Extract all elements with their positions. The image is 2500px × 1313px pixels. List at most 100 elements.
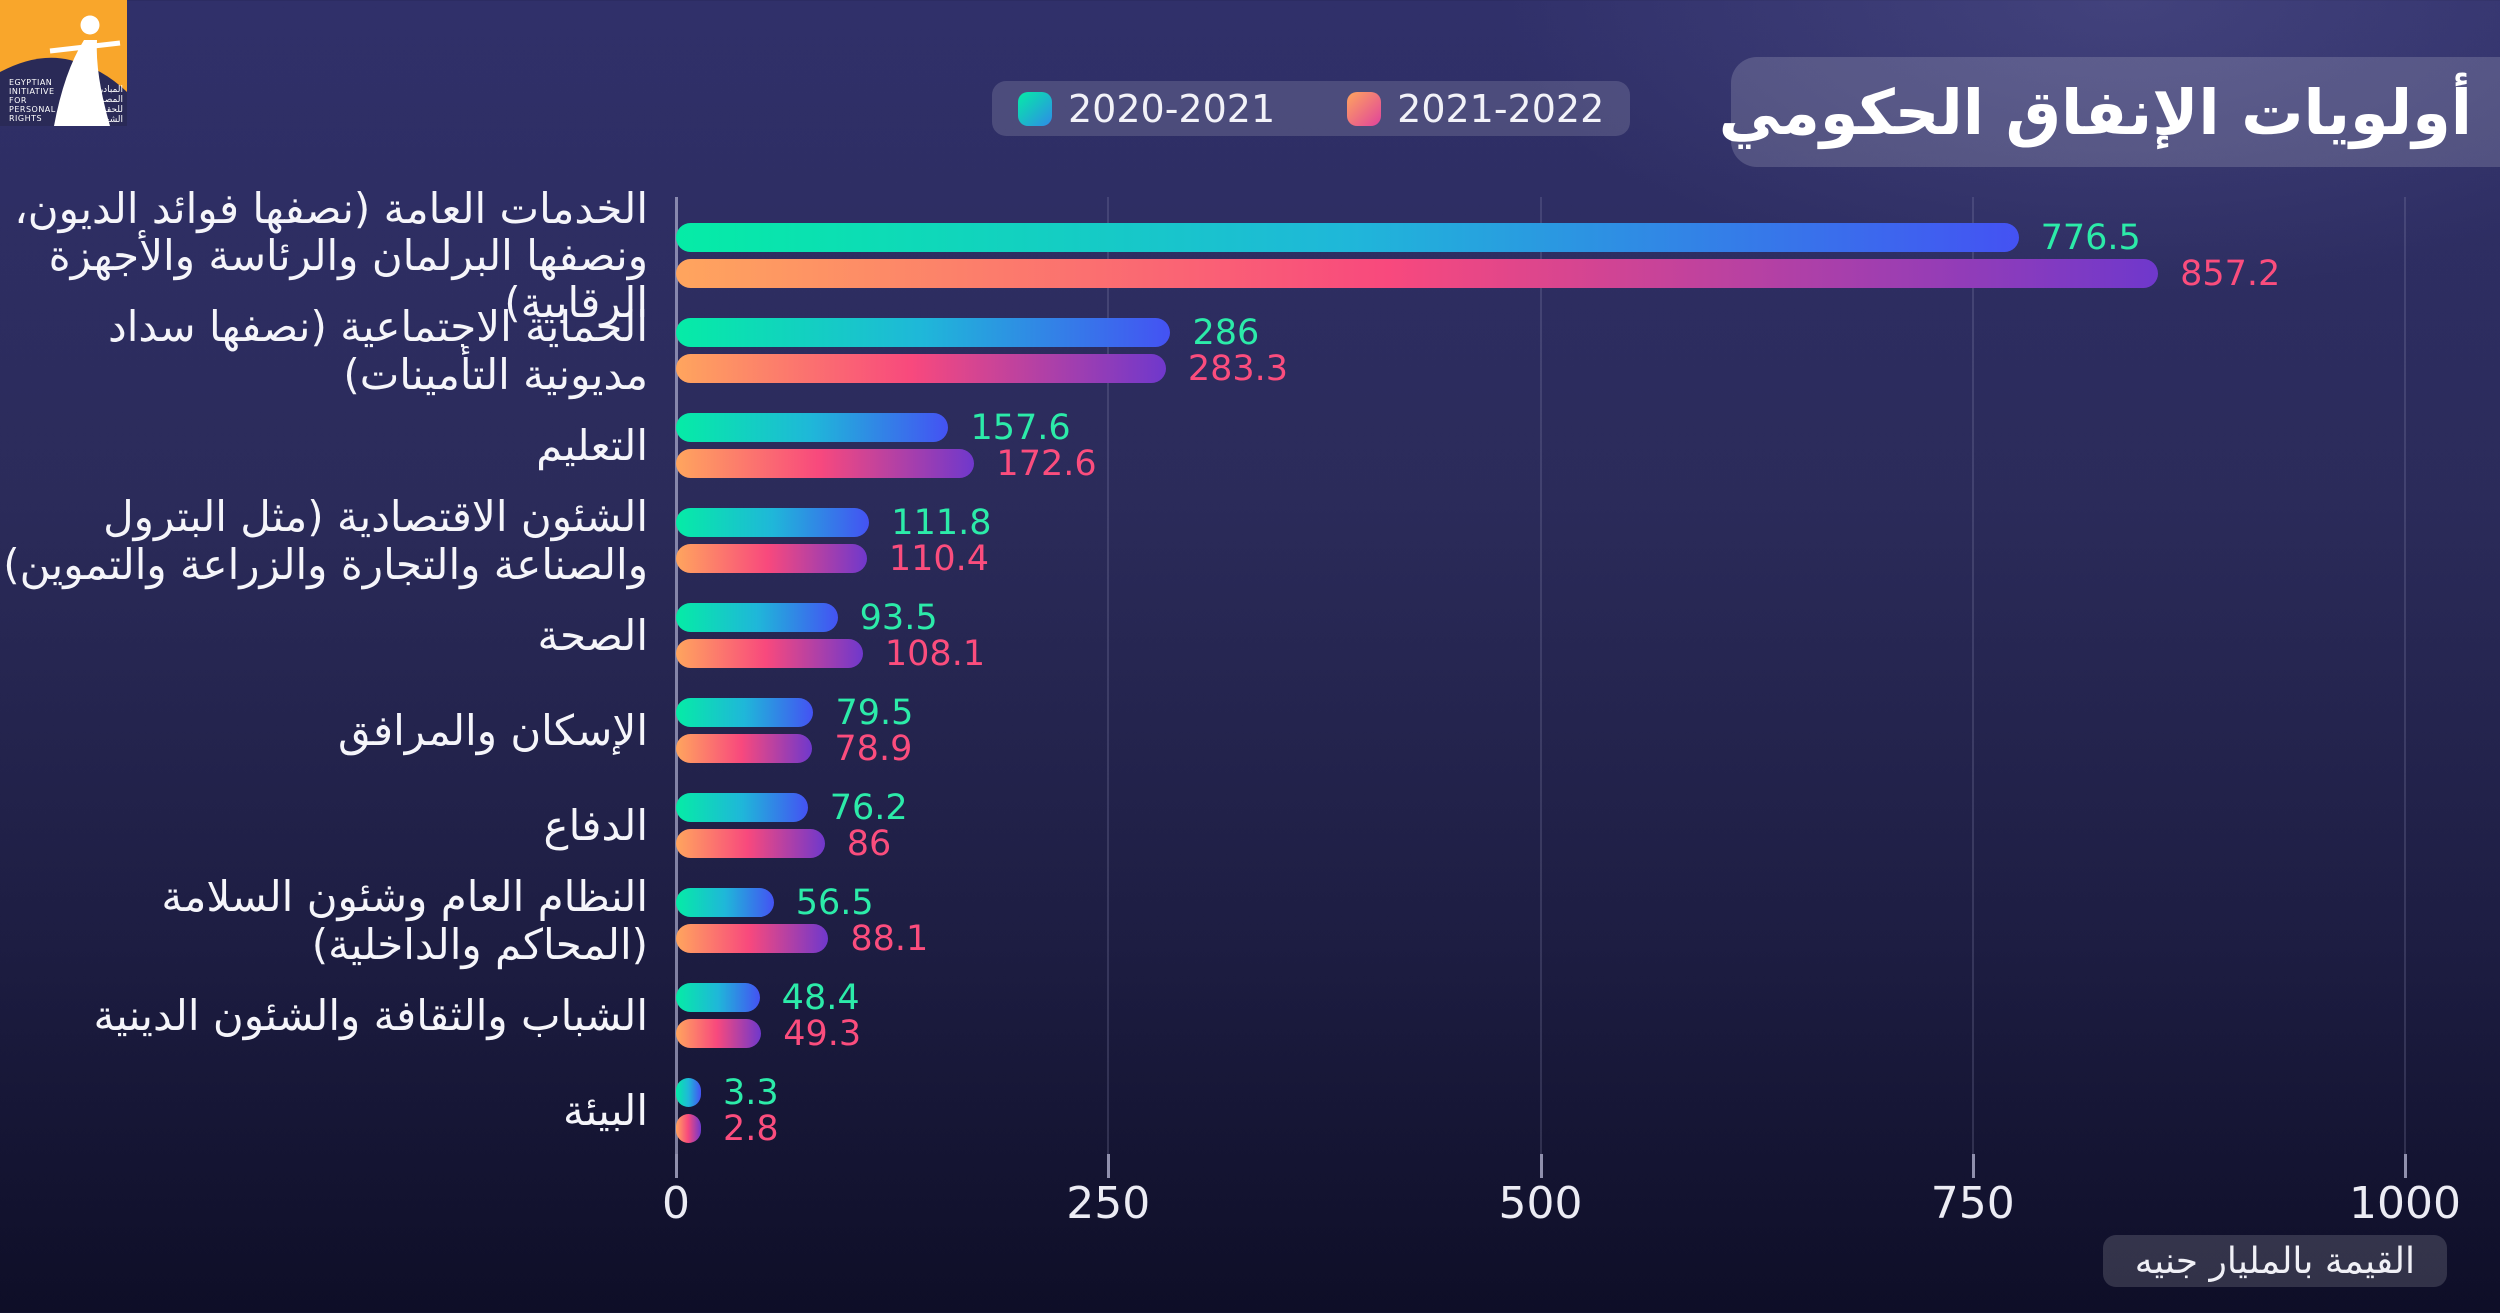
category-label-line: (المحاكم والداخلية) [311, 919, 648, 969]
bar-line: 88.1 [676, 919, 928, 959]
bar-line: 110.4 [676, 539, 992, 579]
category-label-line: الحماية الاجتماعية (نصفها سداد [107, 302, 648, 352]
legend-item-2021-2022: 2021-2022 [1347, 87, 1604, 131]
logo-head [80, 15, 100, 35]
bar-2020-2021 [676, 223, 2019, 252]
tick-mark-750 [1971, 1154, 1975, 1178]
bar-line: 86 [676, 824, 908, 864]
value-label-2020-2021: 56.5 [795, 882, 874, 923]
category-label-line: الشباب والثقافة والشئون الدينية [93, 990, 648, 1040]
bar-line: 157.6 [676, 408, 1097, 448]
category-label-line: الصحة [537, 610, 648, 660]
value-label-2020-2021: 76.2 [829, 787, 908, 828]
value-label-2020-2021: 776.5 [2040, 217, 2141, 258]
page-title: أولويات الإنفاق الحكومي [1718, 75, 2472, 149]
bar-line: 857.2 [676, 254, 2280, 294]
bar-2020-2021 [676, 413, 949, 442]
value-label-2021-2022: 86 [846, 823, 892, 864]
category-row: الشئون الاقتصادية (مثل البترول والصناعة و… [0, 493, 2500, 588]
legend: 2020-2021 2021-2022 [992, 81, 1631, 136]
category-label: النظام العام وشئون السلامة (المحاكم والدا… [0, 873, 648, 967]
bar-line: 49.3 [676, 1014, 861, 1054]
category-row: الحماية الاجتماعية (نصفها سداد مديونية ال… [0, 303, 2500, 398]
bar-2021-2022 [676, 734, 813, 763]
value-label-2021-2022: 49.3 [783, 1013, 862, 1054]
bar-chart: الخدمات العامة (نصفها فوائد الديون، ونصفه… [0, 185, 2500, 1158]
bar-2020-2021 [676, 888, 774, 917]
tick-mark-1000 [2404, 1154, 2407, 1178]
category-label-line: والصناعة والتجارة والزراعة والتموين) [3, 539, 648, 589]
bar-line: 76.2 [676, 788, 908, 828]
svg-text:الشخصية: الشخصية [89, 115, 123, 125]
category-label-line: الدفاع [543, 800, 648, 850]
bar-pair: 3.3 2.8 [676, 1073, 779, 1149]
category-label-line: النظام العام وشئون السلامة [161, 872, 648, 922]
svg-text:FOR: FOR [9, 96, 27, 105]
svg-text:INITIATIVE: INITIATIVE [9, 87, 55, 96]
category-row: الخدمات العامة (نصفها فوائد الديون، ونصفه… [0, 185, 2500, 326]
bar-2020-2021 [676, 793, 808, 822]
category-row: الصحة 93.5 108.1 [0, 588, 2500, 683]
category-label-line: الشئون الاقتصادية (مثل البترول [103, 492, 648, 542]
bar-line: 78.9 [676, 729, 913, 769]
category-label: الحماية الاجتماعية (نصفها سداد مديونية ال… [0, 303, 648, 397]
bar-2021-2022 [676, 354, 1166, 383]
category-label: الشئون الاقتصادية (مثل البترول والصناعة و… [0, 493, 648, 587]
bar-2021-2022 [676, 544, 867, 573]
bar-pair: 56.5 88.1 [676, 883, 928, 959]
value-label-2021-2022: 88.1 [850, 918, 929, 959]
category-label: الدفاع [0, 802, 648, 849]
tick-label-1000: 1000 [2349, 1178, 2461, 1229]
bar-2020-2021 [676, 1078, 701, 1107]
bar-line: 776.5 [676, 218, 2280, 258]
bar-line: 79.5 [676, 693, 913, 733]
value-label-2021-2022: 2.8 [723, 1108, 779, 1149]
gridline-1000 [2404, 197, 2406, 1154]
category-label: البيئة [0, 1087, 648, 1134]
tick-mark-0 [675, 1154, 678, 1178]
category-row: النظام العام وشئون السلامة (المحاكم والدا… [0, 873, 2500, 968]
value-label-2020-2021: 111.8 [891, 502, 992, 543]
bar-line: 286 [676, 313, 1288, 353]
bar-2021-2022 [676, 924, 829, 953]
svg-text:المبادرة: المبادرة [94, 85, 123, 95]
bar-line: 48.4 [676, 978, 861, 1018]
logo-road [54, 40, 110, 126]
eipr-logo: EGYPTIAN INITIATIVE FOR PERSONAL RIGHTS … [0, 0, 127, 126]
gridline-500 [1539, 197, 1542, 1154]
title-box: أولويات الإنفاق الحكومي [1719, 57, 2500, 167]
category-label-line: الخدمات العامة (نصفها فوائد الديون، [14, 183, 648, 233]
value-label-2020-2021: 3.3 [723, 1072, 779, 1113]
bar-pair: 76.2 86 [676, 788, 908, 864]
tick-label-750: 750 [1930, 1178, 2015, 1229]
bar-pair: 286 283.3 [676, 313, 1288, 389]
bar-pair: 776.5 857.2 [676, 218, 2280, 294]
bar-2020-2021 [676, 318, 1171, 347]
category-row: البيئة 3.3 2.8 [0, 1063, 2500, 1158]
unit-note-label: القيمة بالمليار جنيه [2134, 1240, 2415, 1282]
bar-line: 56.5 [676, 883, 928, 923]
logo-text-en: EGYPTIAN INITIATIVE FOR PERSONAL RIGHTS [9, 78, 55, 123]
category-label-line: التعليم [536, 420, 648, 470]
category-label: الإسكان والمرافق [0, 707, 648, 754]
bar-line: 2.8 [676, 1109, 779, 1149]
bar-line: 93.5 [676, 598, 985, 638]
bar-pair: 93.5 108.1 [676, 598, 985, 674]
category-label-line: الإسكان والمرافق [338, 705, 648, 755]
value-label-2021-2022: 857.2 [2180, 253, 2281, 294]
legend-label-2020-2021: 2020-2021 [1068, 86, 1276, 131]
bar-2021-2022 [676, 1114, 701, 1143]
value-label-2021-2022: 110.4 [888, 538, 990, 579]
bar-2021-2022 [676, 639, 863, 668]
bar-pair: 111.8 110.4 [676, 503, 992, 579]
logo-text-ar: المبادرة المصرية للحقوق الشخصية [89, 85, 123, 125]
category-label: الخدمات العامة (نصفها فوائد الديون، ونصفه… [0, 185, 648, 326]
tick-label-500: 500 [1498, 1178, 1583, 1229]
category-row: الدفاع 76.2 86 [0, 778, 2500, 873]
bar-pair: 157.6 172.6 [676, 408, 1097, 484]
svg-text:المصرية: المصرية [92, 95, 123, 105]
category-row: الشباب والثقافة والشئون الدينية 48.4 49.3 [0, 968, 2500, 1063]
logo-arm [49, 40, 121, 54]
bar-2021-2022 [676, 1019, 762, 1048]
bar-line: 3.3 [676, 1073, 779, 1113]
